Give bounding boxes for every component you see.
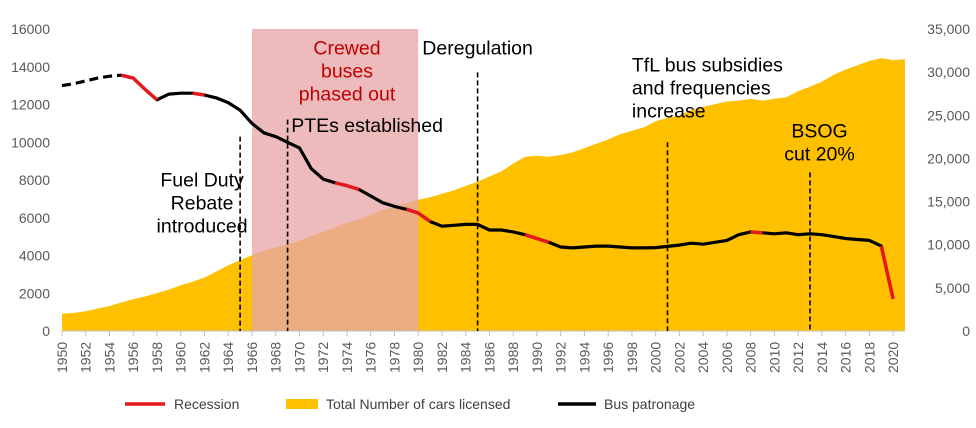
bus-patronage-layer (61, 73, 895, 300)
x-tick-label: 2000 (648, 342, 664, 373)
x-tick-label: 1974 (339, 342, 355, 373)
x-tick-label: 1958 (149, 342, 165, 373)
y-left-tick-label: 6000 (19, 210, 50, 226)
annotation-text: BSOG (791, 121, 847, 143)
x-tick-label: 1970 (292, 342, 308, 373)
x-tick-label: 1960 (173, 342, 189, 373)
event-markers-layer (239, 72, 811, 331)
x-tick-label: 1950 (54, 342, 70, 373)
y-left-tick-label: 4000 (19, 248, 50, 264)
x-tick-label: 1982 (434, 342, 450, 373)
x-tick-label: 1988 (505, 342, 521, 373)
legend-swatch-cars (286, 399, 318, 409)
x-tick-label: 1996 (600, 342, 616, 373)
crewed-buses-shaded-region (252, 29, 419, 331)
y-right-tick-label: 0 (962, 323, 970, 339)
x-tick-label: 2002 (671, 342, 687, 373)
y-right-tick-label: 10,000 (927, 237, 970, 253)
legend-label-bus: Bus patronage (604, 396, 695, 412)
x-tick-label: 1978 (387, 342, 403, 373)
legend-label-cars: Total Number of cars licensed (326, 396, 510, 412)
x-tick-label: 1976 (363, 342, 379, 373)
y-right-tick-label: 25,000 (927, 107, 970, 123)
x-tick-label: 1990 (529, 342, 545, 373)
annotation-text: TfL bus subsidies (632, 55, 783, 77)
y-right-tick-label: 35,000 (927, 21, 970, 37)
x-tick-label: 2004 (695, 342, 711, 373)
x-tick-label: 1986 (481, 342, 497, 373)
recession-segment (334, 181, 360, 192)
y-right-tick-label: 30,000 (927, 64, 970, 80)
y-left-tick-label: 16000 (11, 21, 50, 37)
annotation-text: and frequencies (632, 78, 771, 100)
x-tick-label: 2016 (838, 342, 854, 373)
annotation-text: increase (632, 101, 706, 123)
x-tick-label: 1962 (197, 342, 213, 373)
bus-patronage-line-dashed (61, 73, 122, 88)
annotation-text: cut 20% (784, 144, 854, 166)
y-right-tick-label: 15,000 (927, 194, 970, 210)
annotation-text: Rebate (171, 193, 234, 215)
annotation-text: buses (321, 61, 373, 83)
recession-segment (879, 245, 895, 300)
annotation-text: PTEs established (291, 115, 443, 137)
x-tick-label: 2008 (743, 342, 759, 373)
annotation-text: Deregulation (422, 38, 533, 60)
legend-label-recession: Recession (174, 396, 239, 412)
annotation-text: Fuel Duty (160, 170, 244, 192)
x-tick-label: 1972 (315, 342, 331, 373)
x-tick-label: 1984 (458, 342, 474, 373)
recession-segment (750, 230, 763, 235)
x-tick-label: 1994 (576, 342, 592, 373)
x-tick-label: 2020 (885, 342, 901, 373)
annotation-text: introduced (157, 216, 248, 238)
x-tick-label: 1992 (553, 342, 569, 373)
x-tick-label: 2012 (790, 342, 806, 373)
x-tick-label: 2010 (766, 342, 782, 373)
x-tick-label: 1968 (268, 342, 284, 373)
y-right-tick-label: 5,000 (935, 280, 970, 296)
y-left-tick-label: 0 (42, 323, 50, 339)
axes-layer: 0 2000 4000 6000 8000 10000 12000 14000 16000 0 5,… (11, 21, 970, 373)
y-left-tick-label: 2000 (19, 285, 50, 301)
y-left-tick-label: 10000 (11, 134, 50, 150)
recession-segment (192, 91, 205, 97)
recession-segment (524, 233, 550, 244)
x-tick-label: 1954 (102, 342, 118, 373)
x-tick-label: 2006 (719, 342, 735, 373)
annotation-text: Crewed (313, 38, 380, 60)
bus-patronage-line (121, 73, 895, 300)
x-tick-label: 1998 (624, 342, 640, 373)
x-tick-label: 1964 (220, 342, 236, 373)
x-tick-label: 1980 (410, 342, 426, 373)
annotation-text: phased out (299, 84, 396, 106)
legend: Recession Total Number of cars licensed Bu… (125, 396, 695, 412)
recession-segment (405, 207, 432, 223)
recession-segment (120, 73, 159, 102)
y-right-tick-label: 20,000 (927, 150, 970, 166)
x-tick-label: 1952 (78, 342, 94, 373)
x-tick-label: 1956 (125, 342, 141, 373)
x-tick-label: 2014 (814, 342, 830, 373)
x-tick-label: 1966 (244, 342, 260, 373)
y-left-tick-label: 12000 (11, 97, 50, 113)
crewed-buses-phase-out-band (252, 29, 419, 331)
y-left-tick-label: 14000 (11, 59, 50, 75)
x-tick-label: 2018 (861, 342, 877, 373)
y-left-tick-label: 8000 (19, 172, 50, 188)
